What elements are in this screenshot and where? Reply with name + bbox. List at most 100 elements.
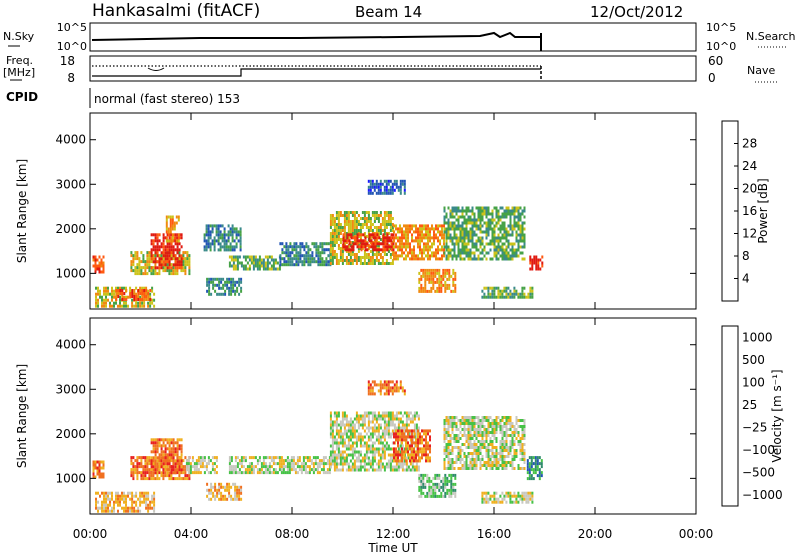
power-region-2 (115, 289, 152, 301)
nsky-panel (89, 22, 697, 52)
x-tick-labels: 00:00 04:00 08:00 12:00 16:00 20:00 00:00 (73, 527, 714, 541)
x-axis-label: Time UT (367, 541, 418, 554)
velocity-colorbar-label-7: −1000 (742, 488, 783, 502)
velocity-y-ticks: 1000 2000 3000 4000 (55, 338, 696, 485)
velocity-region-11 (481, 491, 534, 504)
velocity-x-ticks (89, 318, 697, 514)
freq-label-top: Freq. (6, 54, 33, 67)
velocity-ylabel: Slant Range [km] (15, 364, 29, 468)
power-region-6 (203, 224, 242, 252)
cpid-label: CPID (6, 90, 38, 104)
velocity-colorbar-label-0: 1000 (742, 330, 773, 344)
velocity-plot: 1000 2000 3000 4000 Slant Range [km] 1000 50… (15, 317, 784, 515)
velocity-colorbar-frame (721, 325, 739, 507)
cpid-value: normal (fast stereo) 153 (94, 92, 240, 106)
velocity-colorbar-label-5: −100 (742, 443, 775, 457)
velocity-colorbar: 1000 500 100 25 −25 −100 −500 −1000 (721, 325, 783, 507)
velocity-region-8 (393, 429, 431, 463)
power-region-8 (228, 255, 281, 271)
power-colorbar-label-4: 20 (742, 182, 757, 196)
power-colorbar-label-5: 24 (742, 159, 757, 173)
date-title: 12/Oct/2012 (590, 3, 683, 21)
velocity-region-4 (185, 456, 218, 475)
x-tick-label-5: 20:00 (578, 527, 613, 541)
x-tick-label-2: 08:00 (275, 527, 310, 541)
nsky-tick-right-bottom: 10^0 (706, 40, 736, 53)
velocity-region-6 (228, 456, 331, 475)
nsky-tick-left-bottom: 10^0 (57, 40, 87, 53)
power-region-5 (165, 215, 180, 243)
x-tick-label-3: 12:00 (376, 527, 411, 541)
power-colorbar-label-0: 4 (742, 272, 750, 286)
freq-tick-right-top: 60 (708, 54, 723, 68)
velocity-colorbar-label: Velocity [m s⁻¹] (770, 369, 784, 462)
velocity-colorbar-label-4: −25 (742, 420, 767, 434)
nsky-tick-left-top: 10^5 (57, 21, 87, 34)
power-region-0 (92, 255, 105, 274)
nave-trace-dip (147, 67, 165, 71)
power-ytick-label-2: 3000 (55, 177, 86, 191)
freq-label-bottom: [MHz] (3, 66, 35, 79)
power-x-ticks (89, 113, 697, 309)
x-tick-label-1: 04:00 (174, 527, 209, 541)
power-region-17 (367, 179, 406, 195)
velocity-region-13 (367, 380, 406, 396)
power-plot: 1000 2000 3000 4000 Slant Range [km] 4 8 12 16… (15, 112, 770, 310)
power-region-15 (481, 286, 534, 299)
velocity-region-12 (526, 456, 543, 481)
power-region-12 (393, 224, 445, 261)
beam-title: Beam 14 (355, 3, 422, 21)
freq-tick-left-top: 18 (60, 54, 75, 68)
power-colorbar-label-3: 16 (742, 204, 757, 218)
x-tick-label-0: 00:00 (73, 527, 108, 541)
power-colorbar-label-6: 28 (742, 137, 757, 151)
velocity-region-3 (150, 438, 183, 475)
velocity-colorbar-label-6: −500 (742, 465, 775, 479)
power-ytick-label-0: 1000 (55, 266, 86, 280)
velocity-region-9 (418, 473, 457, 498)
velocity-colorbar-label-3: 25 (742, 398, 757, 412)
power-data-marks (92, 179, 544, 308)
power-region-11 (342, 233, 395, 252)
power-colorbar-label: Power [dB] (756, 178, 770, 243)
x-tick-label-4: 16:00 (477, 527, 512, 541)
velocity-ytick-label-0: 1000 (55, 471, 86, 485)
velocity-ytick-label-2: 3000 (55, 382, 86, 396)
freq-tick-right-bottom: 0 (708, 71, 716, 85)
velocity-colorbar-label-1: 500 (742, 353, 765, 367)
power-region-9 (279, 242, 332, 267)
station-title: Hankasalmi (fitACF) (92, 1, 260, 21)
power-region-14 (443, 206, 526, 261)
velocity-region-5 (206, 482, 243, 501)
power-ytick-label-3: 4000 (55, 133, 86, 147)
power-panel-frame (89, 112, 697, 310)
velocity-data-marks (92, 380, 543, 513)
power-colorbar-label-2: 12 (742, 227, 757, 241)
power-colorbar: 4 8 12 16 20 24 28 (721, 120, 757, 302)
velocity-region-0 (92, 460, 105, 479)
nsearch-label: N.Search (746, 30, 796, 43)
freq-trace (92, 68, 541, 77)
power-region-7 (206, 277, 243, 296)
power-ytick-label-1: 2000 (55, 222, 86, 236)
nsky-label: N.Sky (3, 30, 35, 43)
power-region-16 (529, 255, 544, 271)
velocity-ytick-label-1: 2000 (55, 427, 86, 441)
power-colorbar-label-1: 8 (742, 249, 750, 263)
power-ylabel: Slant Range [km] (15, 159, 29, 263)
power-region-4 (150, 233, 183, 270)
freq-tick-left-bottom: 8 (67, 71, 75, 85)
nave-label: Nave (747, 64, 775, 77)
velocity-region-1 (95, 491, 156, 513)
velocity-ytick-label-3: 4000 (55, 338, 86, 352)
power-y-ticks: 1000 2000 3000 4000 (55, 133, 696, 280)
nsky-tick-right-top: 10^5 (706, 21, 736, 34)
velocity-region-10 (443, 416, 526, 470)
freq-panel (89, 55, 697, 82)
power-region-13 (418, 268, 457, 293)
velocity-colorbar-label-2: 100 (742, 375, 765, 389)
x-tick-label-6: 00:00 (679, 527, 714, 541)
power-region-10 (329, 211, 394, 265)
nsky-trace (91, 31, 540, 41)
